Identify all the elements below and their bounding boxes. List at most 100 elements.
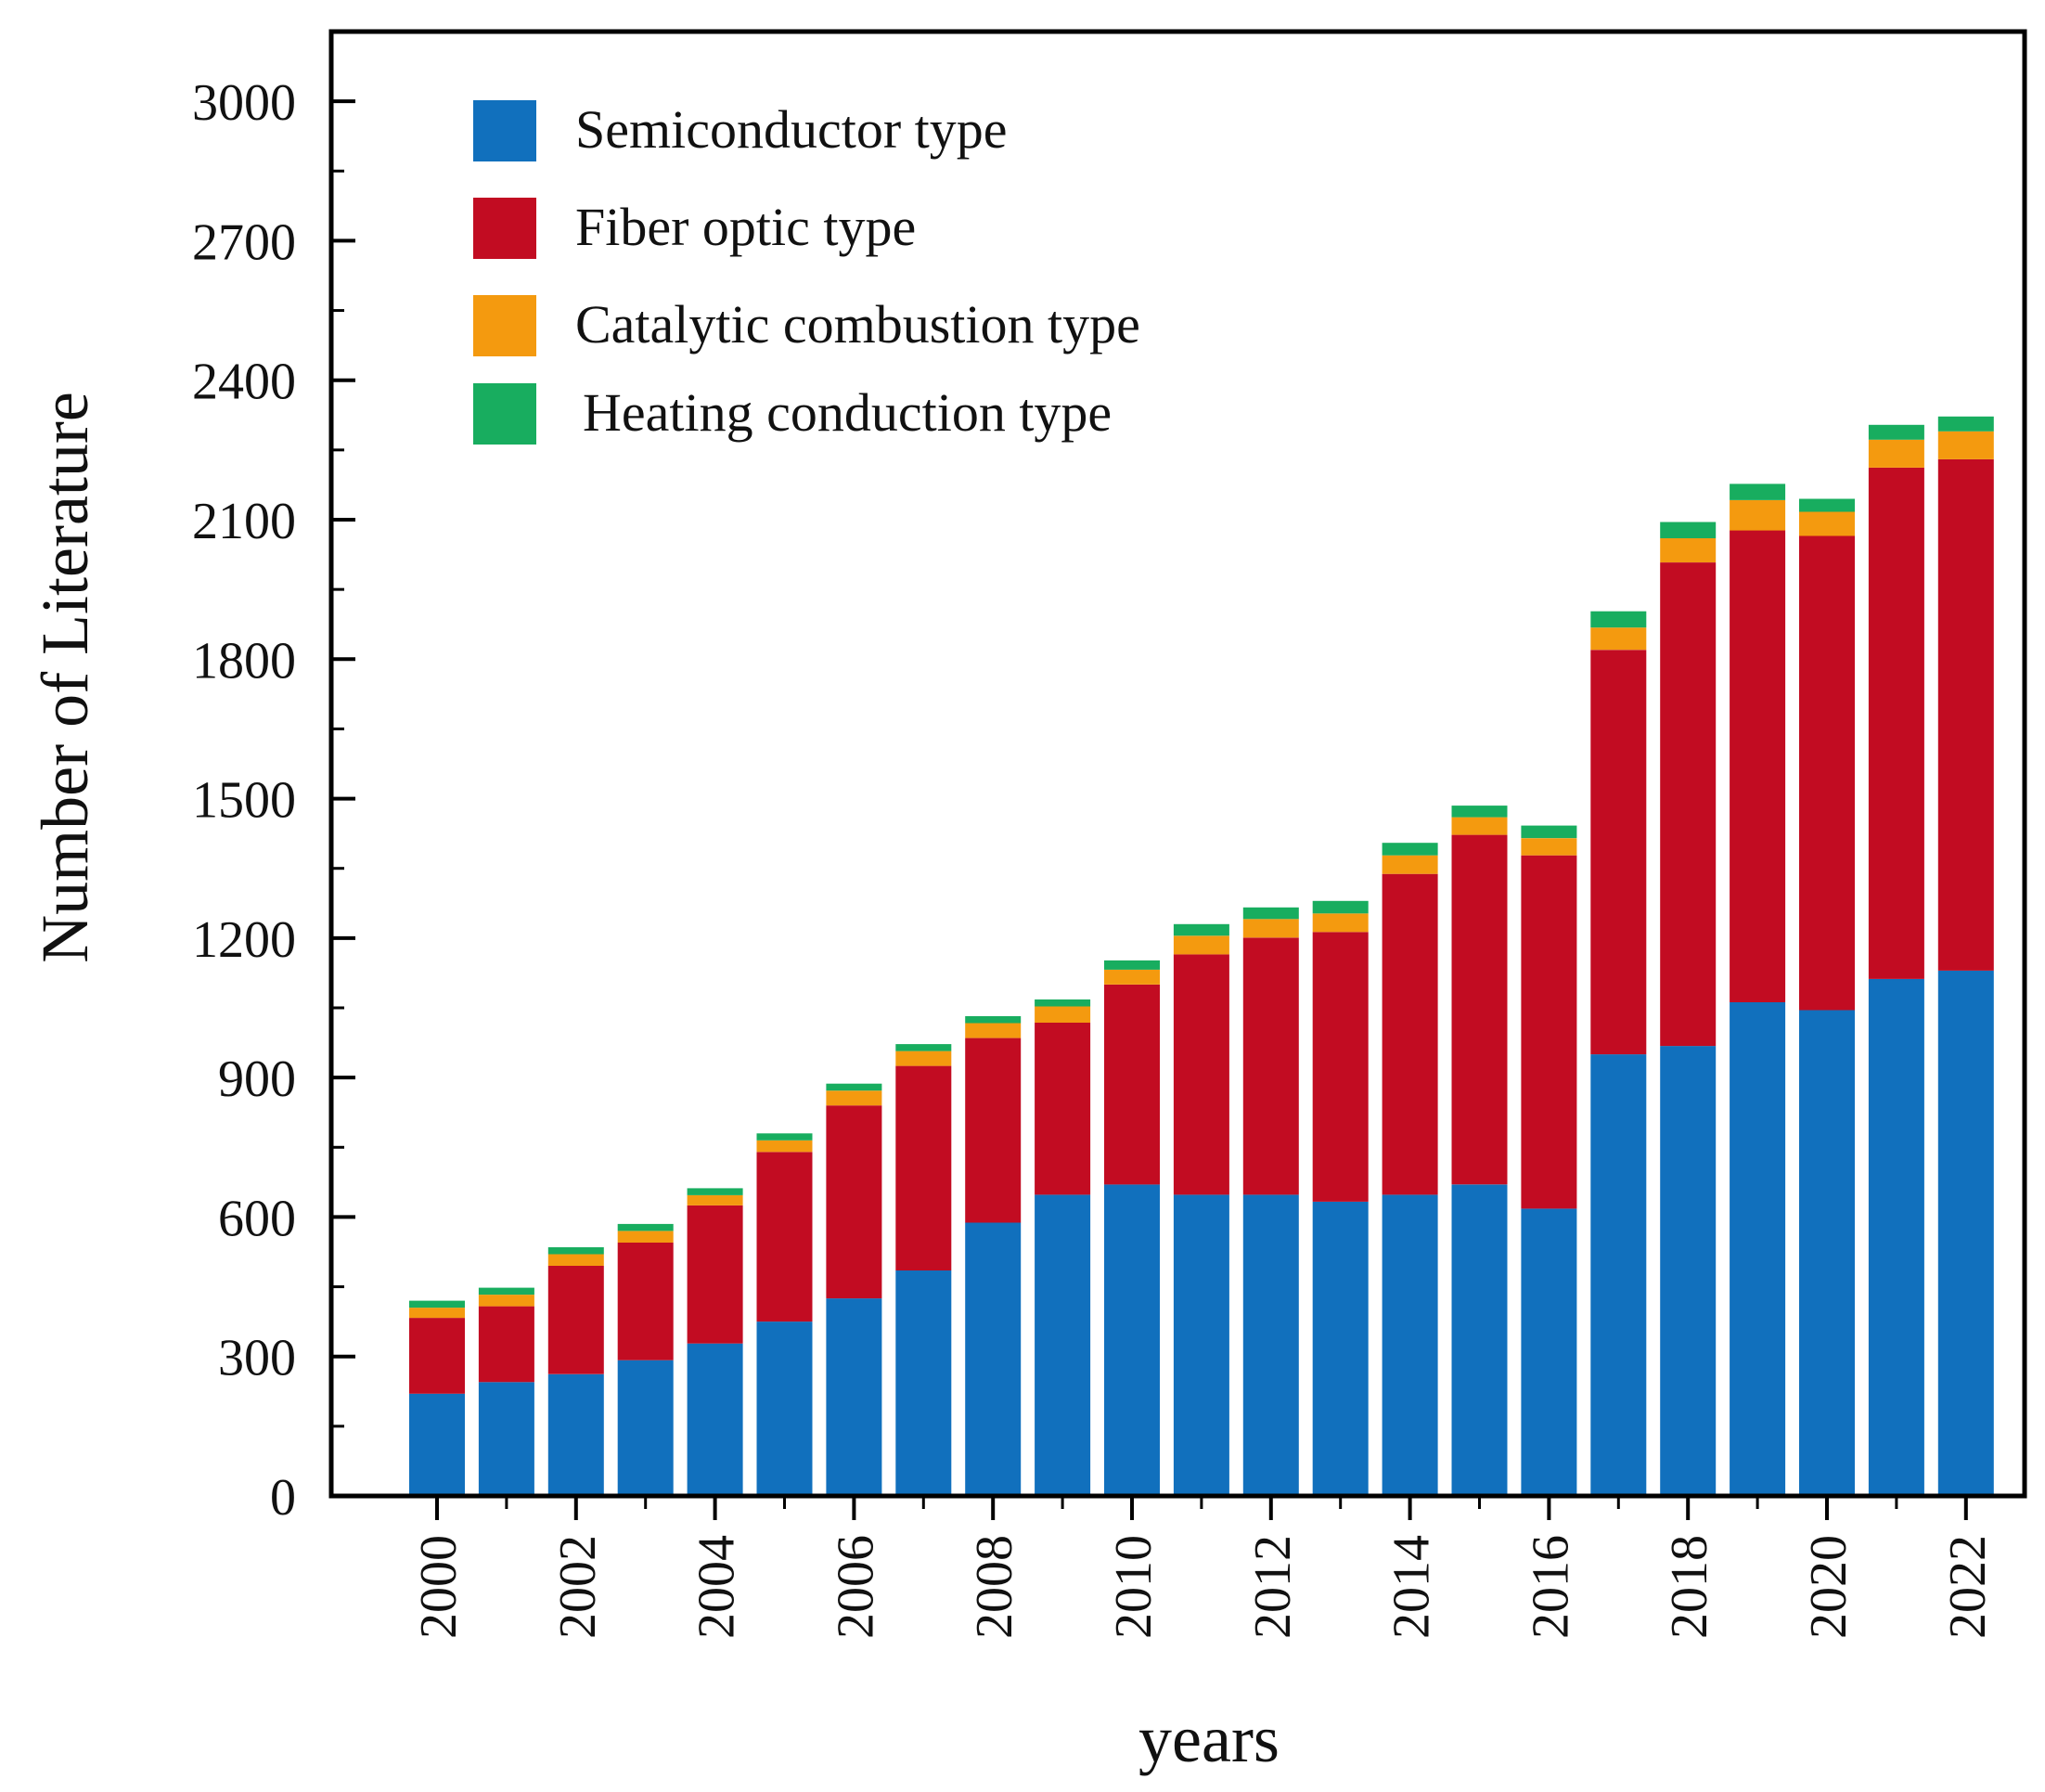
bar-2018-series-0 — [1660, 1046, 1717, 1496]
y-tick-label: 1800 — [192, 632, 296, 690]
bars-layer — [409, 416, 1994, 1496]
bar-2015-series-1 — [1451, 834, 1508, 1185]
bar-2016-series-1 — [1521, 855, 1577, 1209]
y-axis: 0 300 600 900 1200 1500 1800 2100 2400 2700 3000 — [192, 74, 355, 1527]
x-tick-label: 2018 — [1661, 1535, 1718, 1639]
bar-2009-series-2 — [1035, 1006, 1091, 1023]
bar-2012-series-3 — [1242, 907, 1299, 920]
bar-2021-series-2 — [1868, 439, 1924, 468]
bar-2017-series-3 — [1590, 611, 1647, 628]
bar-2011-series-1 — [1173, 954, 1229, 1195]
bar-2022-series-0 — [1937, 970, 1994, 1496]
bar-2005-series-1 — [756, 1152, 813, 1322]
bar-2006-series-0 — [826, 1298, 882, 1496]
legend-label-1: Fiber optic type — [575, 197, 916, 257]
y-tick-label: 3000 — [192, 74, 296, 132]
bar-2009-series-0 — [1035, 1194, 1091, 1496]
bar-2006-series-1 — [826, 1105, 882, 1299]
x-axis: 2000 2002 2004 2006 2008 2010 2012 2014 2016 2018… — [410, 1496, 1997, 1639]
bar-2015-series-0 — [1451, 1184, 1508, 1496]
bar-2017-series-0 — [1590, 1054, 1647, 1496]
bar-2011-series-0 — [1173, 1194, 1229, 1496]
bar-2014-series-1 — [1382, 873, 1438, 1195]
bar-2017-series-2 — [1590, 627, 1647, 651]
legend-swatch-0 — [473, 100, 536, 161]
bar-2000-series-2 — [409, 1308, 465, 1319]
y-tick-label: 2400 — [192, 354, 296, 411]
bar-2017-series-1 — [1590, 650, 1647, 1055]
bar-2010-series-2 — [1104, 969, 1160, 985]
bar-2014-series-3 — [1382, 843, 1438, 856]
legend-swatch-1 — [473, 198, 536, 259]
bar-2019-series-3 — [1730, 483, 1786, 500]
bar-2011-series-3 — [1173, 923, 1229, 936]
x-tick-label: 2016 — [1522, 1535, 1579, 1639]
bar-2002-series-2 — [547, 1254, 604, 1266]
y-tick-label: 1500 — [192, 772, 296, 830]
bar-2008-series-3 — [965, 1016, 1022, 1024]
y-tick-label: 900 — [218, 1051, 296, 1108]
bar-2022-series-3 — [1937, 416, 1994, 432]
bar-2001-series-1 — [478, 1306, 534, 1383]
bar-2015-series-2 — [1451, 817, 1508, 835]
y-tick-label: 2100 — [192, 493, 296, 550]
bar-2021-series-1 — [1868, 467, 1924, 979]
x-tick-label: 2012 — [1244, 1535, 1302, 1639]
bar-2003-series-1 — [617, 1243, 674, 1360]
bar-2002-series-3 — [547, 1247, 604, 1255]
bar-2021-series-0 — [1868, 978, 1924, 1496]
bar-2013-series-2 — [1312, 913, 1369, 933]
bar-2008-series-1 — [965, 1038, 1022, 1223]
bar-2001-series-3 — [478, 1287, 534, 1296]
bar-2015-series-3 — [1451, 806, 1508, 818]
bar-2010-series-1 — [1104, 985, 1160, 1185]
bar-2007-series-3 — [895, 1044, 952, 1051]
bar-2002-series-0 — [547, 1373, 604, 1496]
bar-2019-series-2 — [1730, 500, 1786, 531]
bar-2005-series-0 — [756, 1321, 813, 1496]
bar-2005-series-3 — [756, 1133, 813, 1141]
x-tick-label: 2000 — [410, 1535, 468, 1639]
bar-2018-series-3 — [1660, 522, 1717, 538]
bar-2022-series-1 — [1937, 458, 1994, 971]
bar-2007-series-2 — [895, 1051, 952, 1066]
bar-2009-series-3 — [1035, 999, 1091, 1007]
bar-2019-series-1 — [1730, 530, 1786, 1002]
bar-2004-series-2 — [687, 1194, 743, 1205]
bar-2004-series-3 — [687, 1188, 743, 1195]
bar-2022-series-2 — [1937, 431, 1994, 459]
bar-2013-series-0 — [1312, 1201, 1369, 1496]
bar-2004-series-1 — [687, 1205, 743, 1344]
y-tick-label: 2700 — [192, 213, 296, 271]
bar-2009-series-1 — [1035, 1023, 1091, 1195]
x-tick-label: 2004 — [688, 1535, 746, 1639]
bar-2000-series-3 — [409, 1300, 465, 1309]
bar-2016-series-3 — [1521, 825, 1577, 839]
bar-2000-series-1 — [409, 1318, 465, 1394]
legend-label-0: Semiconductor type — [575, 99, 1008, 160]
x-tick-label: 2014 — [1383, 1535, 1441, 1639]
bar-2002-series-1 — [547, 1266, 604, 1374]
bar-2019-series-0 — [1730, 1002, 1786, 1496]
y-axis-title: Number of Literature — [28, 392, 102, 963]
bar-2004-series-0 — [687, 1343, 743, 1496]
legend-swatch-3 — [473, 383, 536, 445]
bar-2014-series-0 — [1382, 1194, 1438, 1496]
bar-2008-series-2 — [965, 1023, 1022, 1038]
x-tick-label: 2010 — [1105, 1535, 1163, 1639]
bar-2016-series-2 — [1521, 838, 1577, 856]
legend-label-2: Catalytic combustion type — [575, 294, 1140, 355]
legend-label-3: Heating conduction type — [583, 382, 1112, 443]
bar-2005-series-2 — [756, 1140, 813, 1153]
y-tick-label: 300 — [218, 1330, 296, 1387]
bar-2020-series-3 — [1799, 498, 1855, 512]
x-tick-label: 2002 — [549, 1535, 607, 1639]
bar-2012-series-0 — [1242, 1194, 1299, 1496]
x-tick-label: 2022 — [1939, 1535, 1997, 1639]
bar-2018-series-2 — [1660, 538, 1717, 562]
bar-2003-series-2 — [617, 1231, 674, 1243]
bar-2008-series-0 — [965, 1222, 1022, 1496]
bar-2013-series-3 — [1312, 900, 1369, 914]
bar-2021-series-3 — [1868, 424, 1924, 440]
